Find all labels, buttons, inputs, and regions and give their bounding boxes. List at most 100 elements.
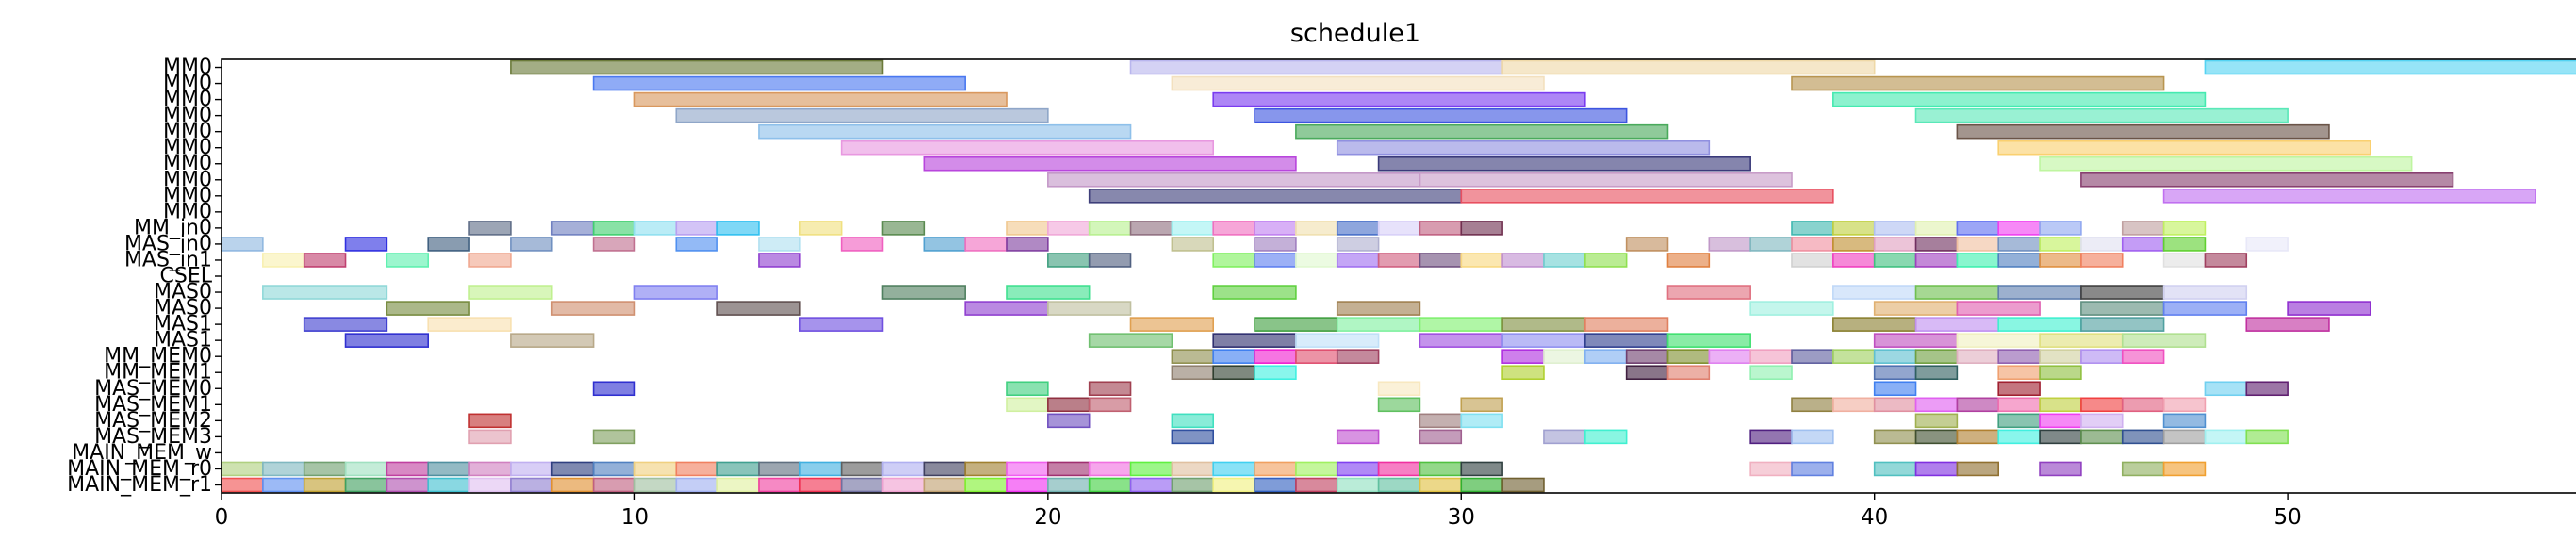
task-bar [1088, 189, 1463, 204]
task-bar [1708, 349, 1751, 364]
task-bar [881, 221, 926, 236]
task-bar [923, 237, 966, 252]
task-bar [1997, 221, 2041, 236]
task-bar [1791, 397, 1834, 413]
task-bar [1171, 461, 1215, 477]
y-tick-label: MAIN_MEM_r0 [67, 457, 212, 481]
task-bar [1419, 172, 1793, 188]
task-bar [840, 237, 884, 252]
task-bar [592, 237, 636, 252]
task-bar [2162, 397, 2207, 413]
task-bar [303, 253, 347, 268]
y-tick-label: MM0 [163, 56, 212, 79]
task-bar [1088, 221, 1132, 236]
task-bar [1088, 333, 1173, 348]
task-bar [1583, 429, 1628, 445]
y-tick-label: MM0 [163, 168, 212, 191]
task-bar [1914, 317, 2000, 332]
task-bar [675, 477, 718, 493]
task-bar [262, 285, 388, 300]
y-tick-label: MM_MEM0 [104, 345, 212, 369]
task-bar [386, 477, 430, 493]
task-bar [2039, 397, 2082, 413]
task-bar [2245, 317, 2330, 332]
task-bar [716, 301, 801, 316]
task-bar [1583, 317, 1669, 332]
task-bar [964, 477, 1008, 493]
task-bar [2162, 285, 2248, 300]
task-bar [1666, 285, 1751, 300]
task-bar [1832, 285, 1917, 300]
task-bar [2080, 397, 2124, 413]
y-tick-label: MM0 [163, 200, 212, 223]
task-bar [1873, 461, 1917, 477]
task-bar [1254, 461, 1297, 477]
task-bar [1047, 413, 1091, 429]
task-bar [2039, 333, 2124, 348]
task-bar [1212, 91, 1586, 107]
task-bar [1543, 253, 1586, 268]
task-bar [1749, 365, 1793, 381]
task-bar [1336, 140, 1711, 156]
task-bar [964, 237, 1008, 252]
task-bar [1212, 461, 1255, 477]
task-bar [592, 477, 636, 493]
task-bar [1129, 221, 1173, 236]
task-bar [1501, 317, 1586, 332]
task-bar [2162, 429, 2207, 445]
task-bar [1336, 317, 1421, 332]
task-bar [758, 461, 801, 477]
task-bar [2121, 237, 2165, 252]
task-bar [427, 477, 470, 493]
task-bar [1914, 349, 1959, 364]
task-bar [1460, 397, 1503, 413]
task-bar [1254, 349, 1297, 364]
task-bar [1460, 221, 1503, 236]
y-tick-label: MM0 [163, 88, 212, 111]
task-bar [1212, 285, 1297, 300]
y-tick-label: MM0 [163, 152, 212, 175]
task-bar [1006, 237, 1049, 252]
task-bar [510, 237, 553, 252]
task-bar [798, 317, 884, 332]
task-bar [1873, 397, 1917, 413]
task-bar [1625, 237, 1669, 252]
task-bar [510, 461, 553, 477]
task-bar [1666, 253, 1711, 268]
x-tick-label: 30 [1448, 505, 1475, 530]
x-axis: 0 10 20 30 40 50 [215, 493, 2302, 530]
task-bar [1873, 349, 1917, 364]
task-bar [1295, 461, 1338, 477]
task-bar [1212, 333, 1297, 348]
task-bar [221, 461, 264, 477]
task-bar [2080, 349, 2124, 364]
task-bar [1749, 461, 1793, 477]
task-bar [840, 140, 1215, 156]
task-bar [2162, 221, 2207, 236]
task-bar [1419, 429, 1463, 445]
task-bar [1583, 253, 1628, 268]
task-bar [1212, 349, 1255, 364]
task-bar [1914, 413, 1959, 429]
y-tick-label: MM0 [163, 136, 212, 159]
task-bar [1832, 317, 1917, 332]
task-bar [1088, 397, 1132, 413]
task-bar [1419, 333, 1503, 348]
task-bar [1791, 461, 1834, 477]
task-bar [923, 477, 966, 493]
task-bar [1171, 365, 1215, 381]
task-bar [550, 461, 595, 477]
task-bar [510, 477, 553, 493]
task-bar [1501, 365, 1545, 381]
y-tick-label: CSEL [160, 265, 213, 288]
y-tick-label: MAS_MEM2 [94, 409, 212, 433]
task-bar [1997, 365, 2041, 381]
task-bar [1336, 461, 1380, 477]
y-tick-label: MAS1 [154, 313, 212, 336]
y-tick-label: MM0 [163, 120, 212, 143]
task-bar [1047, 461, 1091, 477]
x-tick-label: 0 [215, 505, 229, 530]
task-bars [221, 59, 2576, 493]
task-bar [633, 285, 718, 300]
